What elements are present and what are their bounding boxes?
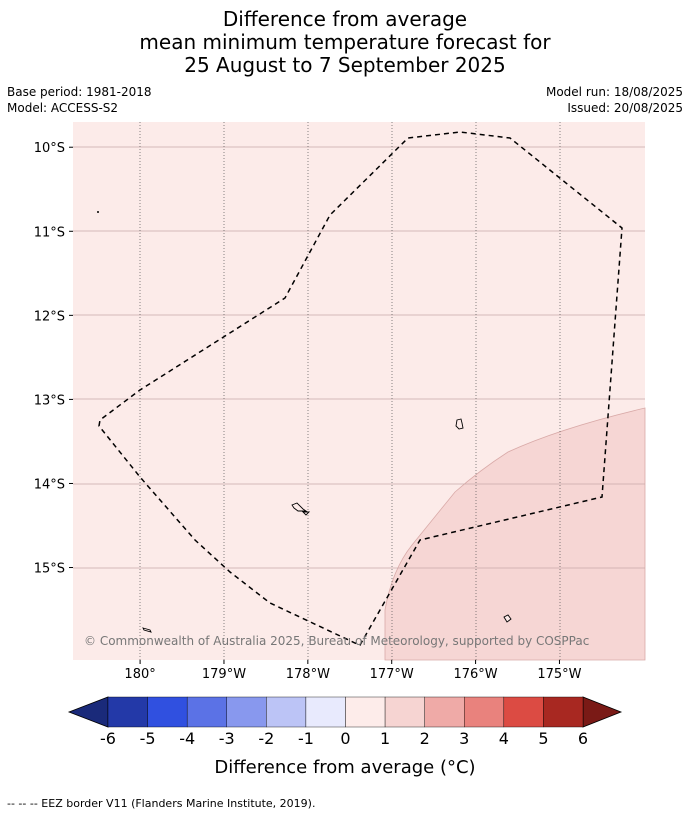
meta-left: Base period: 1981-2018 Model: ACCESS-S2 (7, 84, 152, 116)
colorbar-segment (147, 696, 188, 728)
colorbar-tick-label: 4 (499, 729, 509, 748)
colorbar-tick-label: -6 (100, 729, 116, 748)
lat-tick-label: 13°S (34, 393, 65, 408)
colorbar-segment (424, 696, 465, 728)
meta-right: Model run: 18/08/2025 Issued: 20/08/2025 (546, 84, 683, 116)
colorbar-segment (464, 696, 505, 728)
lat-tick-label: 10°S (34, 141, 65, 156)
model-run-text: Model run: 18/08/2025 (545, 85, 683, 99)
copyright-text: © Commonwealth of Australia 2025, Bureau… (84, 634, 589, 648)
colorbar-tick-label: -2 (258, 729, 274, 748)
title-line-2: mean minimum temperature forecast for (139, 30, 551, 54)
lon-tick-label: 177°W (370, 667, 414, 682)
lat-tick-label: 11°S (34, 225, 65, 240)
islands (97, 211, 512, 633)
colorbar-segment (107, 696, 148, 728)
colorbar-under-arrow (67, 696, 109, 728)
lon-tick-label: 178°W (286, 667, 330, 682)
lat-tick-label: 15°S (34, 562, 65, 577)
title-line-3: 25 August to 7 September 2025 (184, 53, 506, 77)
colorbar-tick-label: -3 (219, 729, 235, 748)
base-period-text: Base period: 1981-2018 (7, 85, 152, 99)
colorbar-tick-label: -5 (140, 729, 156, 748)
island-east (503, 614, 512, 623)
colorbar-segment (345, 696, 386, 728)
colorbar-segment (226, 696, 267, 728)
title-line-1: Difference from average (222, 7, 468, 31)
island-fakaofo (301, 511, 311, 516)
island-swains (455, 418, 464, 430)
colorbar-segment (266, 696, 307, 728)
eez-border (98, 131, 623, 646)
lon-tick-label: 175°W (537, 667, 581, 682)
map-title: Difference from average mean minimum tem… (0, 8, 690, 77)
colorbar-over-arrow (582, 696, 623, 728)
colorbar-tick-label: 1 (380, 729, 390, 748)
colorbar-tick-label: 2 (420, 729, 430, 748)
colorbar-segment (384, 696, 425, 728)
colorbar-tick-label: 5 (538, 729, 548, 748)
lat-tick-label: 12°S (34, 309, 65, 324)
latitude-labels: 10°S 11°S 12°S 13°S 14°S 15°S (34, 141, 73, 577)
lon-tick-label: 180° (124, 667, 155, 682)
colorbar-tick-label: -1 (298, 729, 314, 748)
colorbar-tick-label: -4 (179, 729, 195, 748)
colorbar: -6 -5 -4 -3 -2 -1 0 1 2 3 4 5 6 Difference from aver… (67, 696, 623, 778)
colorbar-label: Difference from average (°C) (214, 757, 475, 778)
gridlines (73, 122, 645, 660)
island-southwest (142, 627, 152, 633)
eez-legend-footer: -- -- -- EEZ border V11 (Flanders Marine… (7, 797, 316, 810)
longitude-labels: 180° 179°W 178°W 177°W 176°W 175°W (124, 660, 582, 682)
colorbar-segment (503, 696, 544, 728)
island-northwest (97, 211, 99, 213)
colorbar-segment (543, 696, 584, 728)
issued-text: Issued: 20/08/2025 (567, 101, 683, 115)
colorbar-segment (186, 696, 227, 728)
colorbar-tick-label: 0 (340, 729, 350, 748)
model-text: Model: ACCESS-S2 (7, 101, 119, 115)
lon-tick-label: 176°W (453, 667, 497, 682)
colorbar-ticks: -6 -5 -4 -3 -2 -1 0 1 2 3 4 5 6 (100, 729, 588, 748)
colorbar-segments (107, 696, 584, 728)
colorbar-segment (305, 696, 346, 728)
lon-tick-label: 179°W (202, 667, 246, 682)
lat-tick-label: 14°S (34, 477, 65, 492)
warm-anomaly-region (384, 407, 646, 661)
colorbar-tick-label: 6 (578, 729, 588, 748)
colorbar-tick-label: 3 (459, 729, 469, 748)
island-nukunonu (291, 502, 308, 512)
